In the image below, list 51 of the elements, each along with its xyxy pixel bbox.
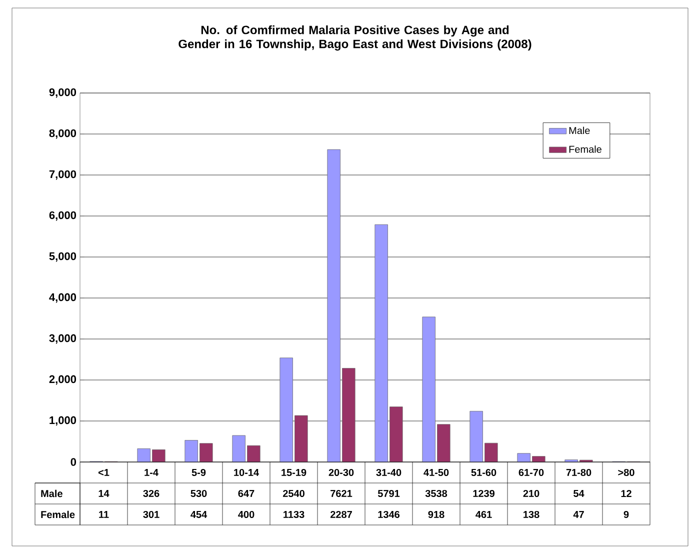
x-tick-label: 71-80 [566, 468, 592, 476]
y-tick-label: 8,000 [49, 129, 76, 139]
y-tick-label: 6,000 [49, 211, 76, 221]
data-label: 14 [98, 490, 110, 497]
text: Female [41, 510, 75, 518]
data-label: 1133 [284, 510, 304, 518]
chart-title: No. of Comfirmed Malaria Positive Cases by Age and Gender in 16 Township, Bago East and West Divisions (2008) [178, 25, 532, 51]
data-label: 400 [238, 510, 254, 518]
data-label: 301 [143, 510, 160, 518]
data-label: 11 [99, 511, 109, 518]
text: Male [41, 490, 62, 498]
x-tick-label: 10-14 [234, 468, 259, 476]
x-tick-label: 15-19 [282, 468, 306, 476]
x-tick-label: <1 [98, 469, 110, 476]
data-label: 326 [143, 490, 160, 498]
data-label: 12 [621, 490, 632, 497]
data-label: 138 [524, 510, 540, 518]
data-label: 210 [523, 490, 540, 498]
x-tick-label: >80 [618, 468, 634, 476]
y-tick-label: 2,000 [49, 375, 76, 385]
data-label: 47 [573, 511, 584, 518]
data-label: 7621 [330, 490, 352, 498]
data-label: 1346 [378, 510, 400, 518]
x-tick-label: 20-30 [328, 468, 354, 476]
y-tick-label: 4,000 [49, 293, 76, 303]
y-tick-label: 5,000 [49, 252, 76, 262]
data-label: 1239 [473, 490, 494, 498]
y-tick-label: 1,000 [50, 416, 76, 426]
data-label: 54 [574, 490, 584, 497]
data-label: 454 [190, 510, 208, 518]
y-tick-label: 7,000 [49, 170, 76, 180]
data-label: 918 [428, 510, 444, 518]
y-tick-label: 0 [70, 458, 76, 466]
legend-label: Male [569, 126, 590, 134]
data-label: 2540 [282, 490, 304, 498]
x-tick-label: 31-40 [376, 468, 402, 476]
data-label: 530 [190, 490, 207, 498]
data-label: 9 [624, 510, 629, 518]
legend-label: Female [569, 145, 602, 153]
x-tick-label: 1-4 [144, 469, 158, 476]
data-label: 647 [238, 490, 254, 498]
data-label: 5791 [378, 490, 400, 498]
y-tick-label: 3,000 [49, 334, 76, 344]
data-label: 2287 [330, 510, 352, 518]
data-label: 461 [476, 510, 492, 518]
data-label: 3538 [425, 490, 448, 498]
y-tick-label: 9,000 [49, 88, 76, 98]
x-tick-label: 5-9 [192, 468, 206, 476]
x-tick-label: 41-50 [424, 468, 449, 476]
x-tick-label: 61-70 [518, 468, 544, 476]
x-tick-label: 51-60 [471, 468, 496, 476]
